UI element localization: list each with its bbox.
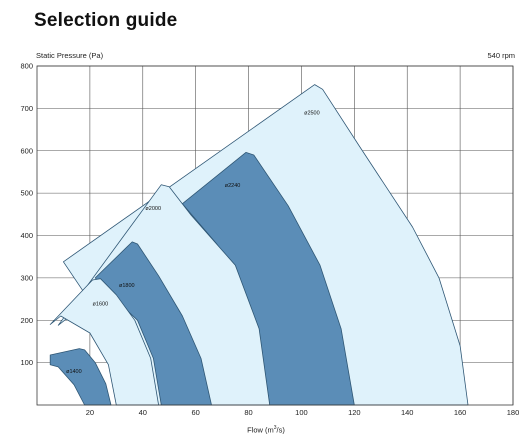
region-label-1800: ø1800 bbox=[119, 283, 135, 289]
x-tick-label-120: 120 bbox=[348, 408, 361, 417]
rpm-label: 540 rpm bbox=[487, 51, 515, 60]
region-label-1400: ø1400 bbox=[66, 369, 82, 375]
y-tick-label-300: 300 bbox=[20, 273, 33, 282]
x-axis-label-superscript: 3 bbox=[273, 425, 277, 431]
region-label-2000: ø2000 bbox=[145, 206, 161, 212]
x-tick-label-80: 80 bbox=[244, 408, 252, 417]
fan-regions bbox=[49, 84, 469, 406]
tick-labels: 100 200 300 400 500 600 700 800 20 40 60 80 100 120 14… bbox=[20, 62, 519, 417]
x-axis-label-main: Flow (m bbox=[247, 425, 274, 435]
page-title: Selection guide bbox=[34, 10, 178, 31]
y-tick-label-600: 600 bbox=[20, 146, 33, 155]
region-1400 bbox=[49, 348, 112, 406]
x-tick-label-100: 100 bbox=[295, 408, 308, 417]
x-tick-label-20: 20 bbox=[86, 408, 94, 417]
y-tick-label-700: 700 bbox=[20, 104, 33, 113]
plot-frame bbox=[36, 65, 514, 406]
x-tick-label-180: 180 bbox=[507, 408, 520, 417]
y-tick-label-800: 800 bbox=[20, 62, 33, 71]
region-1600 bbox=[49, 278, 160, 406]
region-labels: ø2500 ø2240 ø2000 ø1800 ø1600 ø1400 bbox=[66, 111, 320, 375]
x-tick-label-60: 60 bbox=[191, 408, 199, 417]
region-label-2240: ø2240 bbox=[225, 183, 241, 189]
y-tick-label-500: 500 bbox=[20, 189, 33, 198]
region-label-2500: ø2500 bbox=[304, 111, 320, 117]
x-axis-label-unit: /s) bbox=[276, 425, 285, 435]
x-tick-label-40: 40 bbox=[139, 408, 147, 417]
x-axis-label: Flow (m3/s) bbox=[0, 425, 532, 435]
y-tick-label-200: 200 bbox=[20, 316, 33, 325]
region-label-1600: ø1600 bbox=[93, 301, 109, 307]
y-tick-label-100: 100 bbox=[20, 358, 33, 367]
region-1800 bbox=[94, 241, 212, 406]
x-tick-label-140: 140 bbox=[401, 408, 414, 417]
y-axis-label: Static Pressure (Pa) bbox=[36, 51, 104, 60]
y-tick-label-400: 400 bbox=[20, 231, 33, 240]
x-tick-label-160: 160 bbox=[454, 408, 467, 417]
